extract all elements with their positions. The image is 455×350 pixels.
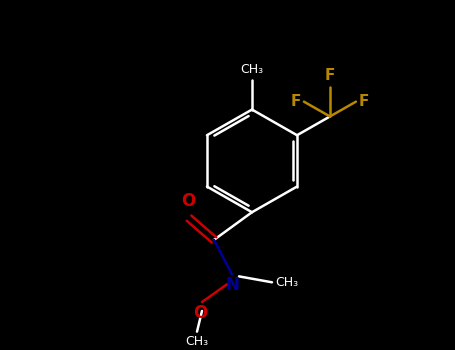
Text: F: F bbox=[325, 68, 335, 83]
Text: O: O bbox=[193, 304, 207, 322]
Text: F: F bbox=[291, 94, 301, 109]
Text: N: N bbox=[225, 276, 239, 294]
Text: CH₃: CH₃ bbox=[186, 335, 208, 348]
Text: CH₃: CH₃ bbox=[240, 63, 263, 76]
Text: CH₃: CH₃ bbox=[275, 276, 298, 289]
Text: F: F bbox=[359, 94, 369, 109]
Text: O: O bbox=[181, 192, 195, 210]
